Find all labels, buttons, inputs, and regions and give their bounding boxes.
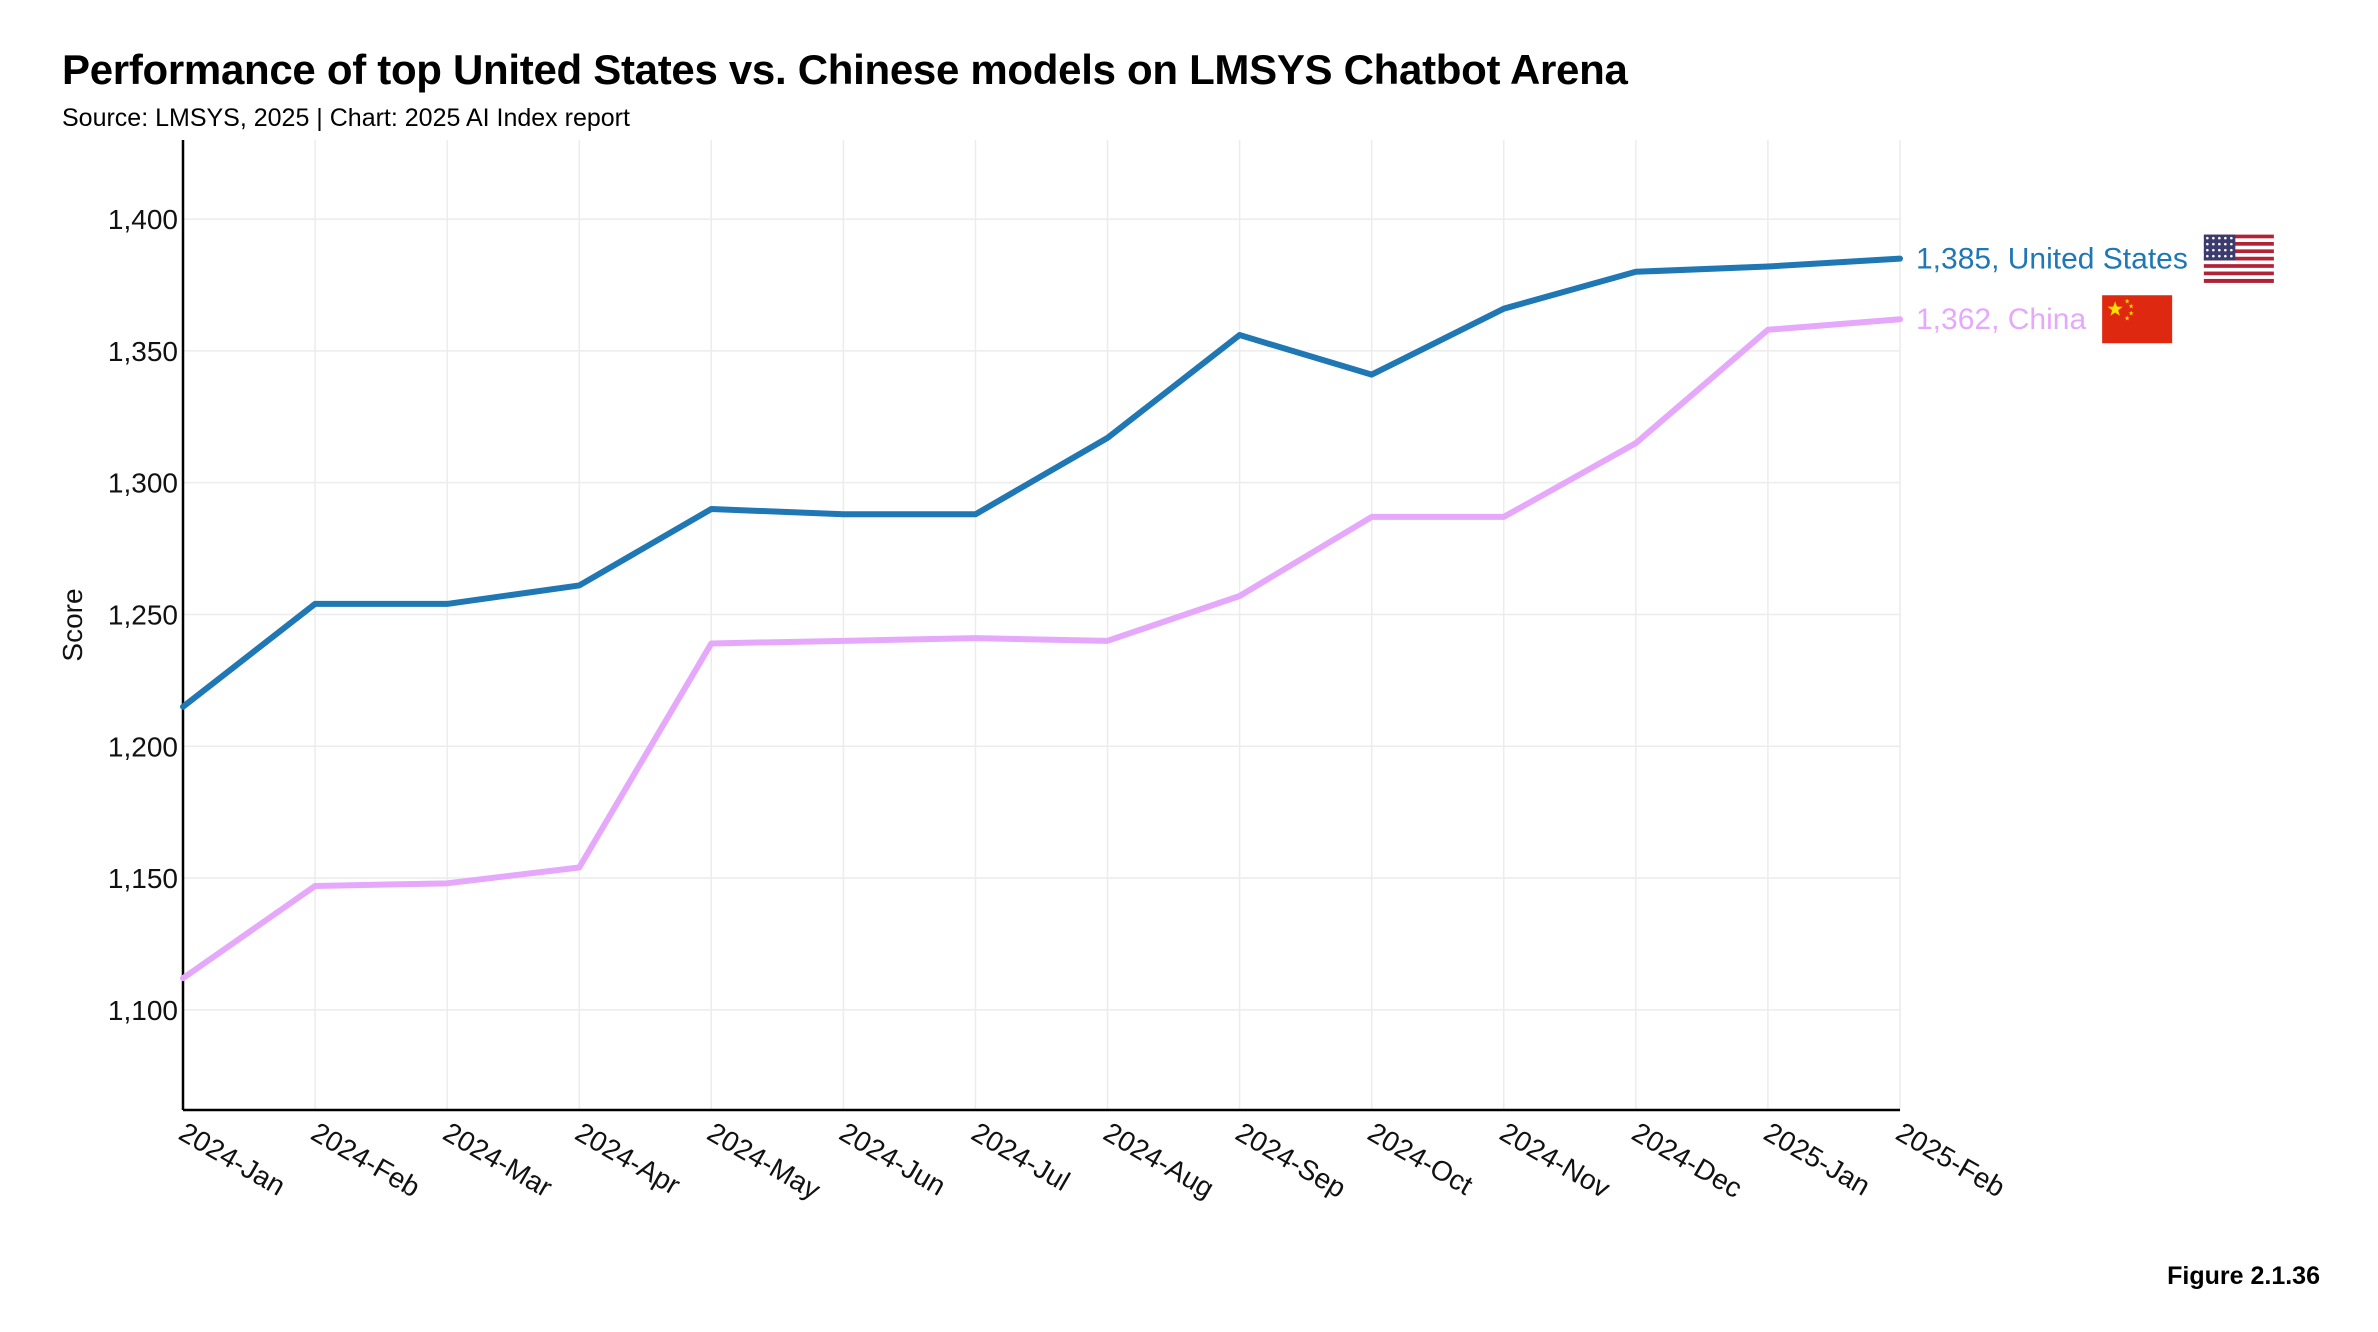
x-tick-label: 2025-Feb [1891,1116,2010,1203]
x-tick-label: 2024-Aug [1099,1116,1220,1204]
china-flag-icon [2102,295,2173,344]
series-end-labels: 1,385, United States 1,362, China [1916,234,2274,344]
y-tick-label: 1,350 [108,336,178,367]
series-end-label: 1,385, United States [1916,243,2188,276]
grid-lines [182,140,1901,1110]
figure-label: Figure 2.1.36 [2167,1262,2320,1290]
x-tick-label: 2024-Jun [834,1116,951,1201]
axes [181,140,1900,1112]
x-tick-label: 2024-May [702,1116,825,1205]
y-axis-title: Score [57,588,88,661]
x-tick-label: 2024-Apr [570,1116,685,1200]
y-tick-labels: 1,100 1,150 1,200 1,250 1,300 1,350 1,400 [108,204,178,1026]
series-end-label: 1,362, China [1916,303,2086,336]
chart-subtitle: Source: LMSYS, 2025 | Chart: 2025 AI Ind… [62,104,630,132]
series-line-china [180,316,1903,982]
x-tick-label: 2024-Sep [1231,1116,1352,1204]
series-lines [180,255,1903,982]
x-tick-label: 2024-Jan [174,1116,291,1201]
series-line-united-states [180,255,1903,710]
x-tick-label: 2024-Mar [438,1116,557,1203]
y-tick-label: 1,250 [108,599,178,630]
y-tick-label: 1,200 [108,731,178,762]
x-tick-label: 2024-Oct [1363,1116,1478,1201]
chart-title: Performance of top United States vs. Chi… [62,46,1628,93]
x-tick-label: 2024-Dec [1627,1116,1748,1204]
y-tick-label: 1,100 [108,995,178,1026]
x-tick-label: 2025-Jan [1759,1116,1876,1201]
y-tick-label: 1,400 [108,204,178,235]
x-tick-labels: 2024-Jan 2024-Feb 2024-Mar 2024-Apr 2024-May… [174,1116,2010,1205]
x-tick-label: 2024-Nov [1495,1116,1616,1204]
x-tick-label: 2024-Feb [306,1116,425,1203]
x-tick-label: 2024-Jul [966,1116,1075,1197]
y-tick-label: 1,150 [108,863,178,894]
y-tick-label: 1,300 [108,468,178,499]
us-flag-icon [2203,234,2274,283]
